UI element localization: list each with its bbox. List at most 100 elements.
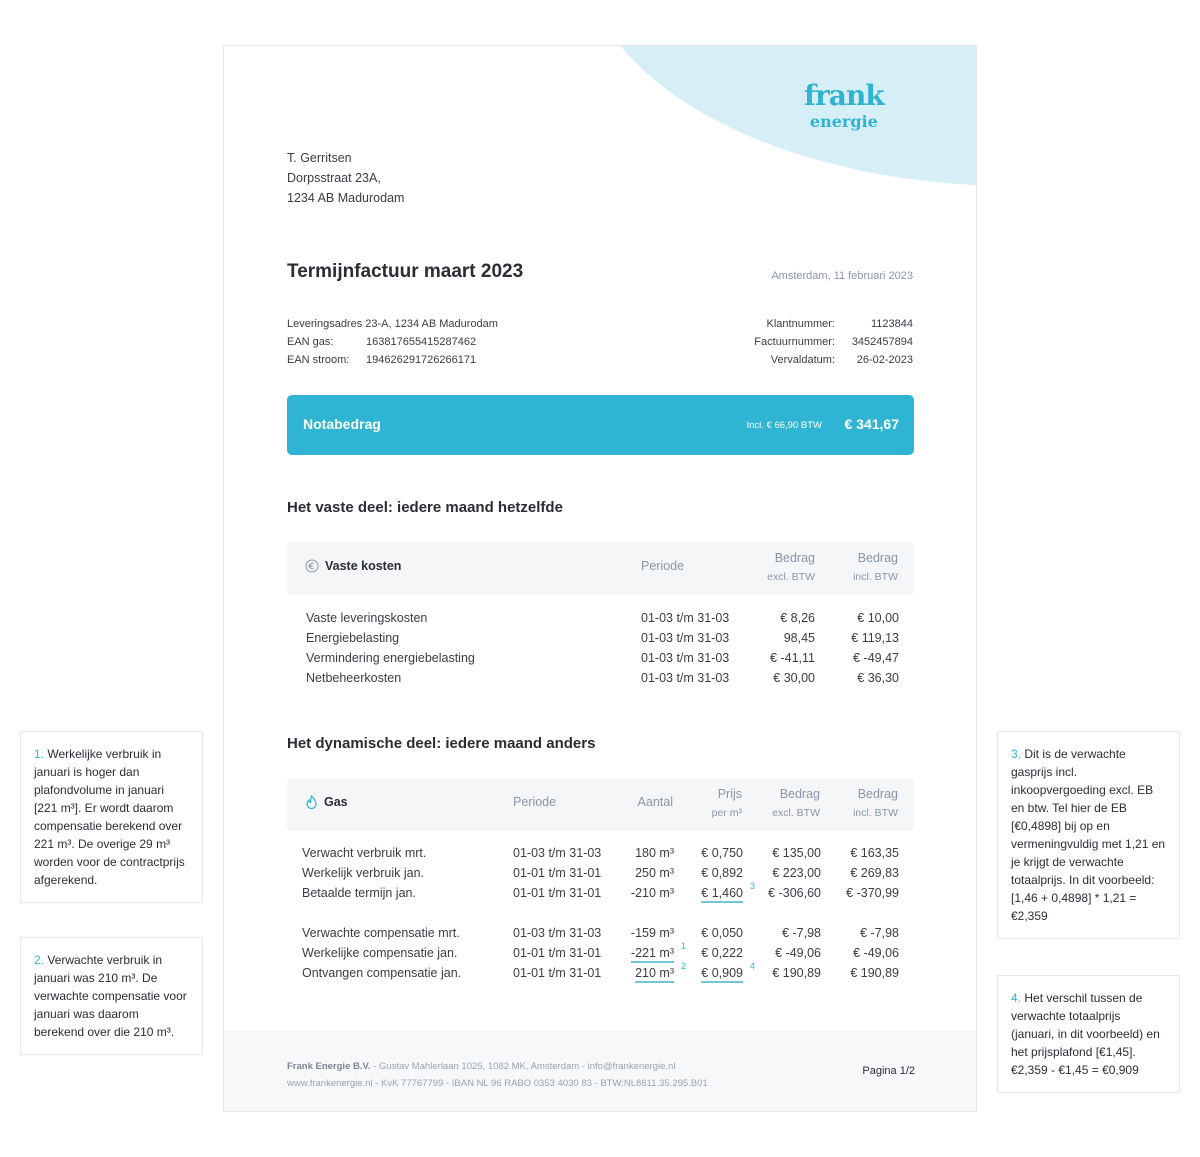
row-periode: 01-03 t/m 31-03 xyxy=(641,611,730,625)
ean-stroom-value: 194626291726266171 xyxy=(366,354,477,366)
row-aantal: 180 m³ xyxy=(635,846,674,860)
fixed-table-title: Vaste kosten xyxy=(325,559,402,573)
invoice-date: Amsterdam, 11 februari 2023 xyxy=(771,270,913,282)
row-label: Betaalde termijn jan. xyxy=(302,886,416,900)
note-text: Verwachte verbruik in januari was 210 m³… xyxy=(34,953,187,1039)
header-decoration xyxy=(584,46,976,186)
row-aantal: -210 m³ xyxy=(630,886,674,900)
col-bedrag-excl: Bedrag excl. BTW xyxy=(767,551,815,583)
note-4: 4. Het verschil tussen de verwachte tota… xyxy=(997,975,1180,1093)
footer: Frank Energie B.V. - Gustav Mahlerlaan 1… xyxy=(224,1031,976,1111)
row-label: Verwachte compensatie mrt. xyxy=(302,926,460,940)
row-label: Vaste leveringskosten xyxy=(306,611,428,625)
row-prijs: € 1,460 xyxy=(701,886,743,903)
row-bedrag-excl: € 135,00 xyxy=(772,846,821,860)
page-number: Pagina 1/2 xyxy=(862,1065,915,1077)
row-bedrag-excl: € -306,60 xyxy=(768,886,821,900)
ean-gas-value: 163817655415287462 xyxy=(366,336,477,348)
row-periode: 01-01 t/m 31-01 xyxy=(513,946,602,960)
invoice-meta: Klantnummer: 1123844 Factuurnummer: 345245… xyxy=(754,315,913,369)
row-periode: 01-01 t/m 31-01 xyxy=(513,966,602,980)
row-label: Verwacht verbruik mrt. xyxy=(302,846,427,860)
row-bedrag-incl: € -49,06 xyxy=(853,946,899,960)
row-bedrag-excl: € -49,06 xyxy=(775,946,821,960)
row-prijs: € 0,892 xyxy=(701,866,743,880)
delivery-address: Leveringsadres 23-A, 1234 AB Madurodam xyxy=(287,318,498,330)
col-prijs-label: Prijs xyxy=(717,787,742,801)
ean-gas-label: EAN gas: xyxy=(287,336,334,348)
row-bedrag-incl: € 36,30 xyxy=(857,671,899,685)
row-prijs: € 0,909 xyxy=(701,966,743,983)
table-row: Werkelijke compensatie jan. 01-01 t/m 31-… xyxy=(224,941,976,964)
row-label: Werkelijk verbruik jan. xyxy=(302,866,425,880)
row-bedrag-incl: € 190,89 xyxy=(850,966,899,980)
col-bedrag-excl-label: Bedrag xyxy=(779,787,820,801)
row-label: Ontvangen compensatie jan. xyxy=(302,966,462,980)
gas-table-title: Gas xyxy=(324,795,348,809)
row-bedrag-incl: € -49,47 xyxy=(853,651,899,665)
row-aantal: 250 m³ xyxy=(635,866,674,880)
nota-btw: Incl. € 66,90 BTW xyxy=(746,420,822,431)
notes-left: 1. Werkelijke verbruik in januari is hog… xyxy=(20,731,203,1055)
row-prijs: € 0,050 xyxy=(701,926,743,940)
col-bedrag-excl-label: Bedrag xyxy=(774,551,815,565)
nota-amount: € 341,67 xyxy=(844,416,900,432)
row-aantal: 210 m³ xyxy=(635,966,674,983)
recipient-street: Dorpsstraat 23A, xyxy=(287,171,381,185)
note-3: 3. Dit is de verwachte gasprijs incl. in… xyxy=(997,731,1180,939)
row-label: Netbeheerkosten xyxy=(306,671,402,685)
col-prijs-sub: per m³ xyxy=(711,807,742,819)
table-row: Ontvangen compensatie jan. 01-01 t/m 31-0… xyxy=(224,961,976,984)
row-periode: 01-03 t/m 31-03 xyxy=(641,631,730,645)
ean-stroom-label: EAN stroom: xyxy=(287,354,350,366)
row-bedrag-excl: € 8,26 xyxy=(780,611,815,625)
notes-right: 3. Dit is de verwachte gasprijs incl. in… xyxy=(997,731,1180,1093)
flame-icon xyxy=(306,795,317,809)
col-bedrag-excl-sub: excl. BTW xyxy=(767,571,815,583)
row-label: Vermindering energiebelasting xyxy=(306,651,475,665)
row-prijs: € 0,222 xyxy=(701,946,743,960)
row-bedrag-excl: € 190,89 xyxy=(772,966,821,980)
vervaldatum-label: Vervaldatum: xyxy=(770,354,835,366)
delivery-info: Leveringsadres 23-A, 1234 AB Madurodam E… xyxy=(287,315,498,369)
row-bedrag-incl: € 10,00 xyxy=(857,611,899,625)
col-bedrag-incl: Bedrag incl. BTW xyxy=(853,551,898,583)
row-aantal: -221 m³ xyxy=(630,946,674,963)
col-aantal: Aantal xyxy=(637,795,673,809)
recipient-city: 1234 AB Madurodam xyxy=(287,191,405,205)
note-text: Werkelijke verbruik in januari is hoger … xyxy=(34,747,185,887)
note-text: Het verschil tussen de verwachte totaalp… xyxy=(1011,991,1160,1077)
footnote-marker: 1 xyxy=(681,941,687,951)
vervaldatum-value: 26-02-2023 xyxy=(856,354,913,366)
col-bedrag-excl: Bedrag excl. BTW xyxy=(772,787,820,819)
company-registration: www.frankenergie.nl - KvK 77767799 - IBA… xyxy=(287,1078,708,1089)
footnote-marker: 3 xyxy=(750,881,756,891)
note-number: 2. xyxy=(34,953,45,967)
frank-energie-logo: frank energie xyxy=(804,80,885,132)
row-bedrag-excl: € -7,98 xyxy=(782,926,821,940)
note-1: 1. Werkelijke verbruik in januari is hog… xyxy=(20,731,203,903)
company-address: - Gustav Mahlerlaan 1025, 1082 MK, Amste… xyxy=(370,1061,676,1072)
invoice-page: frank energie T. Gerritsen Dorpsstraat 2… xyxy=(223,45,977,1112)
row-periode: 01-03 t/m 31-03 xyxy=(513,846,602,860)
factuurnummer-label: Factuurnummer: xyxy=(754,336,835,348)
note-number: 1. xyxy=(34,747,45,761)
note-number: 4. xyxy=(1011,991,1022,1005)
klantnummer-value: 1123844 xyxy=(870,318,913,330)
nota-banner: Notabedrag Incl. € 66,90 BTW € 341,67 xyxy=(287,395,914,455)
factuurnummer-value: 3452457894 xyxy=(851,336,913,348)
logo-subtext: energie xyxy=(809,112,878,131)
footnote-marker: 2 xyxy=(681,961,687,971)
fixed-table-header: Vaste kosten Periode Bedrag excl. BTW Bed… xyxy=(287,542,914,595)
col-bedrag-incl-label: Bedrag xyxy=(857,551,898,565)
row-periode: 01-01 t/m 31-01 xyxy=(513,866,602,880)
row-periode: 01-03 t/m 31-03 xyxy=(641,651,730,665)
col-bedrag-incl-label: Bedrag xyxy=(857,787,898,801)
invoice-title: Termijnfactuur maart 2023 xyxy=(287,261,524,282)
euro-circle-icon xyxy=(305,559,319,573)
col-periode: Periode xyxy=(641,559,685,573)
fixed-heading: Het vaste deel: iedere maand hetzelfde xyxy=(287,499,563,516)
table-row: Verwachte compensatie mrt. 01-03 t/m 31-0… xyxy=(224,924,976,944)
row-bedrag-incl: € 119,13 xyxy=(851,631,899,645)
row-periode: 01-03 t/m 31-03 xyxy=(513,926,602,940)
